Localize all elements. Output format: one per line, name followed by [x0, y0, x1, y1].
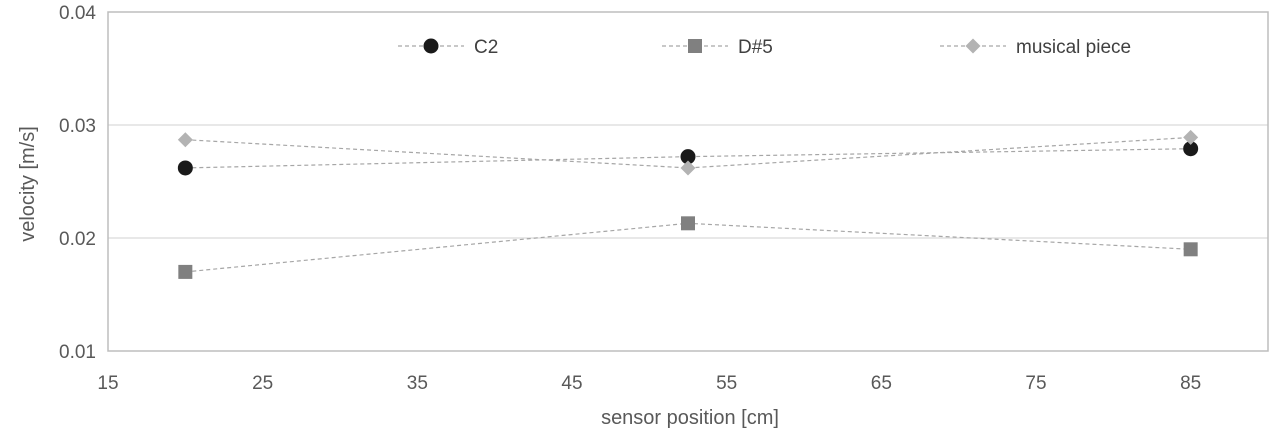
x-axis-title: sensor position [cm] [601, 407, 779, 429]
x-tick-label: 15 [97, 373, 118, 394]
legend-marker [965, 38, 981, 54]
legend-item-1: D#5 [662, 37, 773, 58]
x-tick-label: 85 [1180, 373, 1201, 394]
legend-label: musical piece [1016, 37, 1131, 58]
gridlines [108, 124, 1268, 239]
y-tick-labels: 0.01 0.02 0.03 0.04 [59, 3, 96, 363]
legend-label: C2 [474, 37, 498, 58]
y-tick-label: 0.04 [59, 3, 96, 24]
data-point [1183, 129, 1199, 145]
y-tick-label: 0.02 [59, 229, 96, 250]
plot-frame [107, 11, 1269, 352]
x-tick-label: 45 [561, 373, 582, 394]
series-group [177, 129, 1199, 279]
x-tick-label: 35 [407, 373, 428, 394]
data-point [1183, 141, 1199, 157]
data-point [1183, 242, 1198, 257]
x-tick-label: 65 [871, 373, 892, 394]
data-point [177, 160, 193, 176]
y-tick-label: 0.01 [59, 342, 96, 363]
legend-label: D#5 [738, 37, 773, 58]
series-1 [178, 216, 1198, 279]
series-line [185, 222, 1191, 273]
x-tick-label: 55 [716, 373, 737, 394]
series-0 [177, 141, 1199, 176]
y-axis-title: velocity [m/s] [17, 126, 39, 242]
legend-item-0: C2 [398, 37, 498, 58]
data-point [178, 264, 193, 279]
data-point [680, 160, 696, 176]
x-tick-label: 75 [1025, 373, 1046, 394]
x-tick-labels: 15 25 35 45 55 65 75 85 [97, 373, 1201, 394]
data-point [681, 216, 695, 231]
series-2 [177, 129, 1199, 176]
legend-item-2: musical piece [940, 37, 1131, 58]
data-point [680, 149, 696, 165]
legend-marker [423, 38, 439, 54]
legend: C2 D#5 musical piece [398, 37, 1131, 58]
data-point [177, 132, 193, 148]
x-tick-label: 25 [252, 373, 273, 394]
legend-marker [688, 39, 702, 53]
y-tick-label: 0.03 [59, 116, 96, 137]
